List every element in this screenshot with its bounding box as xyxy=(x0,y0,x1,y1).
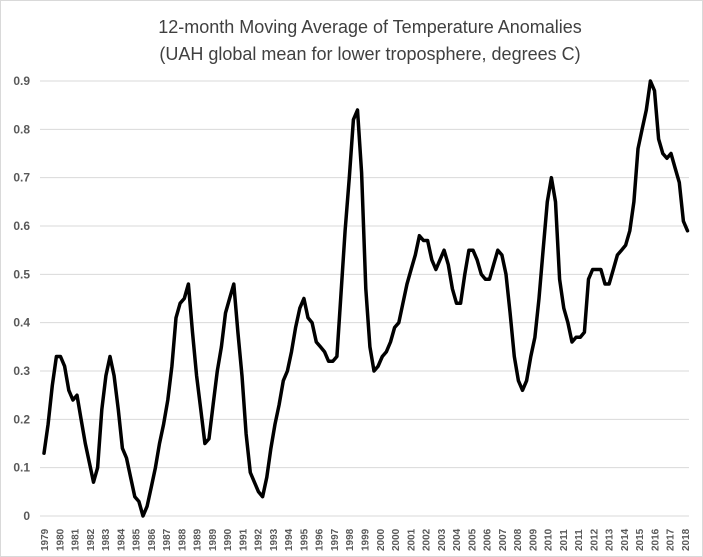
y-tick-label: 0.6 xyxy=(13,219,30,233)
x-tick-label: 2004 xyxy=(452,528,463,551)
x-tick-label: 2011 xyxy=(574,529,585,551)
x-tick-label: 1995 xyxy=(299,528,310,551)
y-tick-label: 0 xyxy=(23,509,30,523)
x-tick-label: 1982 xyxy=(86,528,97,551)
y-tick-label: 0.4 xyxy=(13,316,30,330)
x-tick-label: 2015 xyxy=(635,528,646,551)
x-tick-label: 2003 xyxy=(437,528,448,551)
series-line xyxy=(42,79,690,518)
x-tick-label: 1993 xyxy=(269,528,280,551)
x-tick-label: 2013 xyxy=(605,528,616,551)
chart-title-line-1: 12-month Moving Average of Temperature A… xyxy=(158,17,582,37)
x-tick-label: 1985 xyxy=(132,528,143,551)
x-tick-label: 1994 xyxy=(284,528,295,551)
y-tick-label: 0.7 xyxy=(13,171,30,185)
x-tick-label: 2002 xyxy=(422,528,433,551)
x-tick-label: 1998 xyxy=(345,528,356,551)
x-tick-label: 2009 xyxy=(528,528,539,551)
x-tick-label: 1981 xyxy=(71,528,82,551)
x-tick-label: 1984 xyxy=(116,528,127,551)
y-tick-label: 0.5 xyxy=(13,267,30,281)
x-tick-label: 2014 xyxy=(620,528,631,551)
y-tick-label: 0.3 xyxy=(13,364,30,378)
x-tick-label: 2000 xyxy=(391,528,402,551)
x-tick-label: 2000 xyxy=(376,528,387,551)
x-tick-label: 2007 xyxy=(498,528,509,551)
x-tick-label: 2005 xyxy=(467,528,478,551)
x-tick-label: 1989 xyxy=(208,528,219,551)
x-tick-label: 2011 xyxy=(559,529,570,551)
x-tick-label: 2018 xyxy=(681,528,692,551)
chart-title-line-2: (UAH global mean for lower troposphere, … xyxy=(159,44,580,64)
x-tick-label: 2016 xyxy=(650,528,661,551)
x-tick-label: 2001 xyxy=(406,528,417,551)
x-tick-label: 1988 xyxy=(177,528,188,551)
x-tick-label: 1991 xyxy=(238,528,249,551)
x-tick-label: 1979 xyxy=(40,528,51,551)
x-tick-label: 1990 xyxy=(223,528,234,551)
y-tick-label: 0.9 xyxy=(13,74,30,88)
x-tick-label: 1980 xyxy=(55,528,66,551)
x-tick-label: 1992 xyxy=(254,528,265,551)
x-tick-label: 2010 xyxy=(544,528,555,551)
x-tick-label: 1986 xyxy=(147,528,158,551)
x-tick-label: 2017 xyxy=(666,528,677,551)
x-tick-label: 1987 xyxy=(162,528,173,551)
x-tick-label: 1997 xyxy=(330,528,341,551)
y-tick-label: 0.8 xyxy=(13,122,30,136)
x-tick-label: 1989 xyxy=(193,528,204,551)
x-tick-label: 2012 xyxy=(589,528,600,551)
x-tick-label: 2008 xyxy=(513,528,524,551)
x-tick-label: 2006 xyxy=(483,528,494,551)
y-tick-label: 0.1 xyxy=(13,461,30,475)
x-tick-label: 1996 xyxy=(315,528,326,551)
x-tick-label: 1999 xyxy=(361,528,372,551)
x-tick-label: 1983 xyxy=(101,528,112,551)
y-tick-label: 0.2 xyxy=(13,412,30,426)
